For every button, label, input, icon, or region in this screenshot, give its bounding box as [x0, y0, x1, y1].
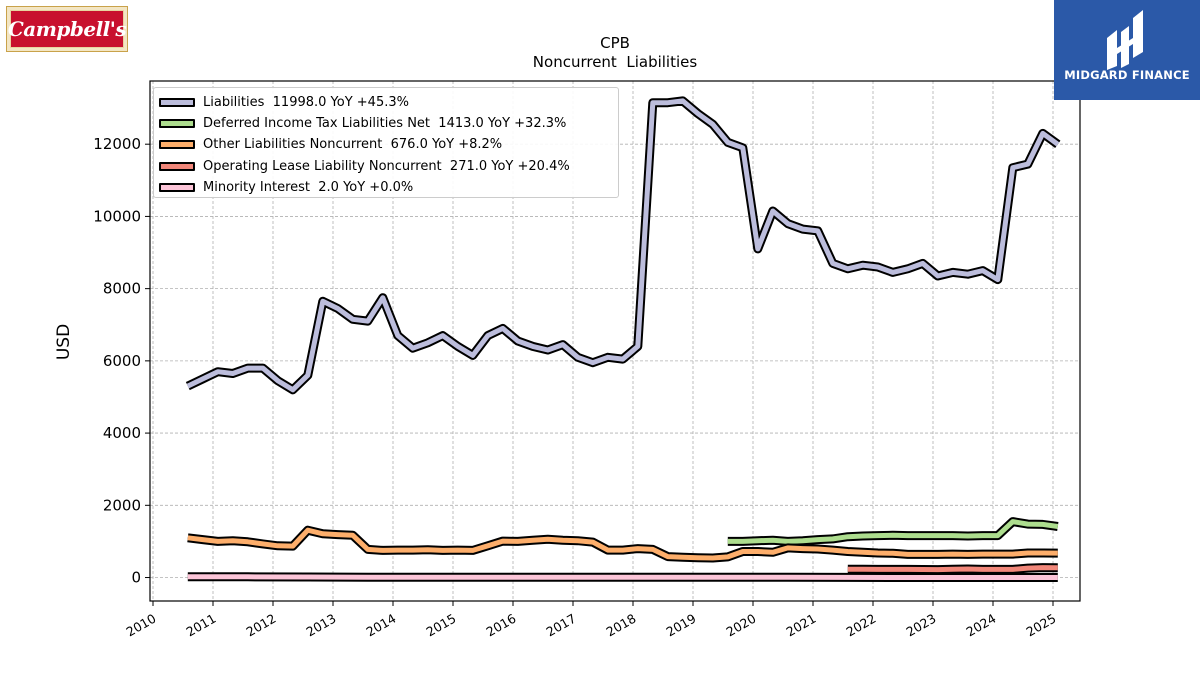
series-line: [727, 519, 1059, 544]
series-2: [187, 525, 1058, 563]
y-tick-label: 10000: [93, 207, 141, 225]
x-tick-label: 2020: [723, 611, 758, 640]
legend-item-deferred-tax: Deferred Income Tax Liabilities Net 1413…: [159, 113, 618, 134]
series-4: [187, 572, 1058, 582]
series-line: [186, 98, 1060, 393]
campbells-logo: Campbell's: [6, 6, 128, 52]
legend-label-other-liabilities: Other Liabilities Noncurrent 676.0 YoY +…: [203, 137, 503, 153]
chart-subtitle: Noncurrent Liabilities: [533, 53, 698, 71]
x-tick-label: 2023: [903, 611, 938, 640]
midgard-finance-logo: MIDGARD FINANCE: [1054, 0, 1200, 100]
series-lines: [185, 96, 1061, 582]
legend-swatch-operating-lease: [159, 161, 195, 171]
legend-label-liabilities: Liabilities 11998.0 YoY +45.3%: [203, 95, 409, 111]
x-tick-label: 2019: [663, 611, 698, 640]
x-tick-label: 2016: [483, 611, 518, 640]
x-tick-label: 2017: [543, 611, 578, 640]
x-tick-label: 2018: [603, 611, 638, 640]
series-line: [187, 527, 1058, 561]
legend-swatch-other-liabilities: [159, 140, 195, 150]
legend-label-minority-interest: Minority Interest 2.0 YoY +0.0%: [203, 179, 414, 195]
chart-legend: Liabilities 11998.0 YoY +45.3% Deferred …: [153, 87, 619, 198]
legend-swatch-minority-interest: [159, 182, 195, 192]
x-tick-label: 2021: [783, 611, 818, 640]
y-tick-label: 6000: [103, 352, 141, 370]
series-0: [185, 96, 1061, 395]
x-tick-label: 2012: [243, 611, 278, 640]
x-tick-label: 2024: [963, 611, 998, 640]
x-tick-label: 2025: [1023, 611, 1058, 640]
y-tick-label: 4000: [103, 424, 141, 442]
campbells-logo-text: Campbell's: [7, 17, 127, 41]
x-tick-label: 2013: [303, 611, 338, 640]
y-axis-label: USD: [54, 324, 74, 360]
y-tick-label: 12000: [93, 135, 141, 153]
legend-swatch-liabilities: [159, 98, 195, 108]
legend-item-minority-interest: Minority Interest 2.0 YoY +0.0%: [159, 177, 618, 198]
x-tick-label: 2014: [363, 611, 398, 640]
x-tick-label: 2010: [123, 611, 158, 640]
series-line: [847, 565, 1058, 573]
x-tick-label: 2022: [843, 611, 878, 640]
series-line: [187, 574, 1058, 580]
legend-label-deferred-tax: Deferred Income Tax Liabilities Net 1413…: [203, 116, 567, 132]
legend-item-liabilities: Liabilities 11998.0 YoY +45.3%: [159, 92, 618, 113]
series-1: [727, 517, 1059, 546]
x-tick-label: 2015: [423, 611, 458, 640]
x-tick-label: 2011: [183, 611, 218, 640]
legend-item-operating-lease: Operating Lease Liability Noncurrent 271…: [159, 156, 618, 177]
chart-title: CPB: [600, 34, 630, 52]
midgard-logo-text: MIDGARD FINANCE: [1064, 68, 1190, 82]
y-tick-label: 2000: [103, 496, 141, 514]
legend-label-operating-lease: Operating Lease Liability Noncurrent 271…: [203, 158, 570, 174]
plot-frame: [149, 80, 1081, 602]
legend-swatch-deferred-tax: [159, 119, 195, 129]
y-tick-label: 8000: [103, 280, 141, 298]
series-3: [847, 563, 1058, 575]
midgard-mark-icon: [1107, 10, 1143, 70]
legend-item-other-liabilities: Other Liabilities Noncurrent 676.0 YoY +…: [159, 134, 618, 155]
y-tick-label: 0: [131, 569, 141, 587]
